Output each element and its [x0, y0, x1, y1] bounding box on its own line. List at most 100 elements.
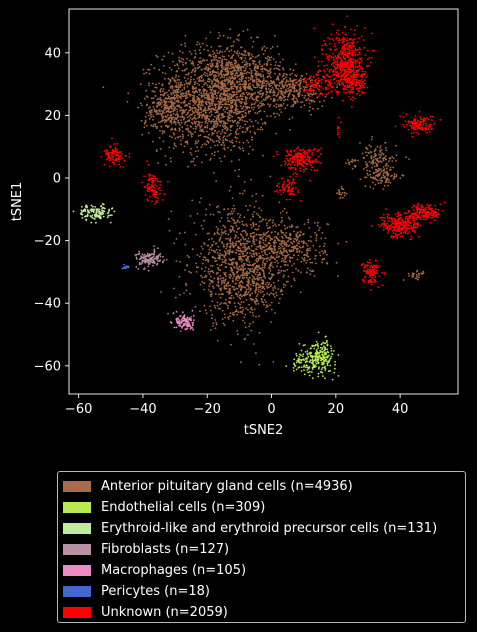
data-point	[245, 254, 248, 257]
data-point	[213, 77, 216, 79]
data-point	[247, 106, 249, 108]
data-point	[241, 83, 244, 86]
data-point	[334, 363, 336, 366]
data-point	[259, 289, 262, 292]
data-point	[247, 141, 250, 144]
data-point	[269, 71, 272, 74]
data-point	[376, 163, 379, 165]
data-point	[256, 246, 258, 248]
data-point	[209, 71, 212, 74]
data-point	[170, 322, 173, 324]
data-point	[147, 114, 150, 117]
data-point	[223, 245, 226, 248]
data-point	[352, 65, 355, 67]
data-point	[179, 86, 182, 89]
data-point	[257, 92, 260, 94]
data-point	[205, 119, 208, 122]
data-point	[258, 241, 261, 244]
data-point	[237, 247, 239, 249]
data-point	[247, 79, 250, 82]
data-point	[188, 83, 191, 86]
data-point	[293, 277, 295, 280]
data-point	[248, 54, 250, 57]
data-point	[290, 241, 292, 244]
data-point	[300, 240, 303, 243]
data-point	[219, 308, 221, 310]
data-point	[249, 283, 252, 286]
data-point	[202, 90, 205, 93]
data-point	[209, 203, 211, 206]
data-point	[229, 101, 232, 104]
data-point	[226, 129, 228, 132]
data-point	[387, 181, 390, 184]
data-point	[241, 53, 244, 56]
data-point	[253, 67, 256, 69]
data-point	[417, 278, 419, 281]
data-point	[208, 54, 210, 57]
data-point	[318, 229, 320, 232]
data-point	[277, 68, 279, 70]
data-point	[351, 167, 354, 170]
data-point	[178, 275, 181, 278]
data-point	[218, 141, 221, 144]
data-point	[199, 75, 202, 78]
data-point	[215, 140, 218, 143]
data-point	[224, 139, 227, 141]
data-point	[260, 89, 263, 92]
data-point	[268, 282, 271, 284]
data-point	[108, 209, 111, 212]
data-point	[257, 273, 259, 276]
data-point	[202, 73, 205, 76]
data-point	[274, 64, 277, 67]
data-point	[201, 42, 204, 45]
data-point	[315, 92, 317, 95]
data-point	[264, 243, 266, 246]
data-point	[249, 240, 251, 243]
data-point	[266, 222, 268, 225]
data-point	[168, 117, 171, 120]
data-point	[306, 353, 309, 356]
data-point	[188, 318, 190, 321]
data-point	[336, 62, 339, 64]
data-point	[223, 256, 226, 259]
data-point	[231, 241, 234, 244]
data-point	[246, 65, 248, 67]
data-point	[263, 262, 266, 265]
data-point	[252, 125, 255, 128]
data-point	[255, 78, 258, 80]
data-point	[311, 362, 314, 365]
data-point	[320, 359, 322, 362]
data-point	[273, 296, 276, 298]
data-point	[160, 291, 162, 293]
data-point	[234, 305, 237, 308]
data-point	[251, 195, 254, 197]
data-point	[91, 214, 94, 217]
data-point	[231, 100, 234, 103]
data-point	[369, 176, 372, 179]
data-point	[291, 72, 293, 75]
data-point	[229, 284, 232, 287]
data-point	[278, 104, 280, 106]
data-point	[182, 118, 185, 121]
data-point	[196, 77, 199, 80]
data-point	[217, 284, 220, 287]
data-point	[230, 107, 233, 110]
data-point	[307, 218, 310, 221]
data-point	[242, 149, 245, 152]
data-point	[245, 54, 248, 57]
data-point	[171, 107, 174, 110]
data-point	[244, 293, 246, 296]
data-point	[197, 110, 199, 112]
data-point	[251, 281, 254, 284]
data-point	[251, 312, 254, 314]
data-point	[219, 278, 222, 280]
data-point	[201, 115, 204, 118]
data-point	[242, 110, 245, 113]
data-point	[222, 126, 225, 128]
data-point	[267, 219, 270, 222]
data-point	[268, 85, 271, 88]
data-point	[186, 265, 189, 267]
data-point	[234, 237, 236, 239]
data-point	[222, 322, 225, 325]
data-point	[234, 279, 237, 281]
